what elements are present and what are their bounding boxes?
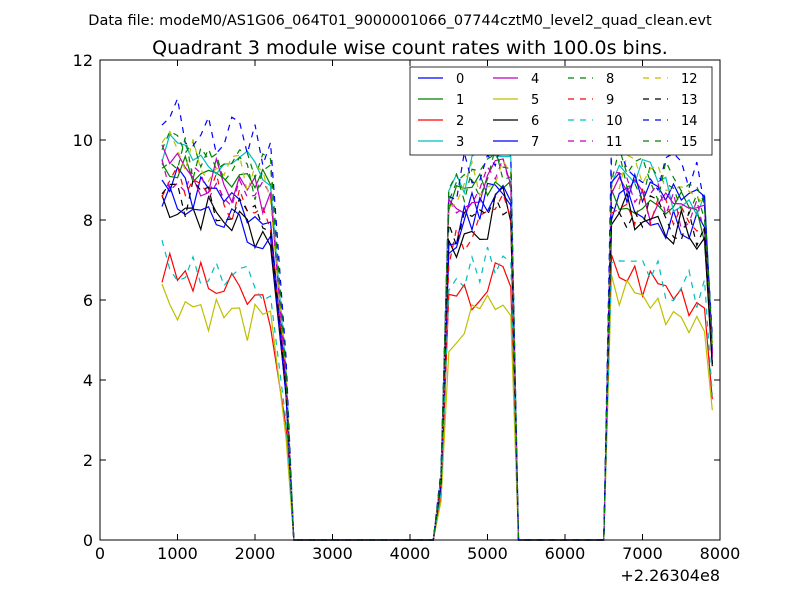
legend-label-1: 1 [456, 93, 464, 108]
x-tick-label: 7000 [622, 544, 663, 563]
legend-label-11: 11 [606, 135, 623, 150]
y-tick-label: 2 [83, 451, 93, 470]
x-tick-label: 6000 [545, 544, 586, 563]
series-line-13 [161, 179, 713, 541]
legend-label-12: 12 [681, 72, 698, 87]
legend-label-8: 8 [606, 72, 614, 87]
x-offset-label: +2.26304e8 [620, 566, 720, 585]
series-line-9 [161, 164, 713, 541]
series-layer [161, 96, 713, 541]
chart-title: Quadrant 3 module wise count rates with … [152, 37, 668, 59]
x-tick-label: 8000 [700, 544, 741, 563]
series-line-0 [161, 165, 713, 541]
legend-label-14: 14 [681, 114, 698, 129]
legend-label-6: 6 [531, 114, 539, 129]
x-tick-label: 5000 [467, 544, 508, 563]
legend-label-13: 13 [681, 93, 698, 108]
y-tick-label: 0 [83, 531, 93, 550]
y-tick-label: 6 [83, 291, 93, 310]
series-line-11 [161, 156, 713, 541]
legend-label-7: 7 [531, 135, 539, 150]
ticks-layer: 0 1000 2000 3000 4000 5000 6000 7000 80000246810… [73, 51, 741, 563]
series-line-15 [161, 137, 713, 541]
series-line-10 [161, 240, 713, 541]
x-tick-label: 3000 [312, 544, 353, 563]
series-line-5 [161, 275, 713, 541]
legend-label-0: 0 [456, 72, 464, 87]
x-tick-label: 2000 [235, 544, 276, 563]
legend-label-10: 10 [606, 114, 623, 129]
x-tick-label: 4000 [390, 544, 431, 563]
series-line-4 [161, 144, 713, 541]
series-line-6 [161, 186, 713, 541]
series-line-2 [161, 251, 713, 541]
y-tick-label: 8 [83, 211, 93, 230]
legend-label-15: 15 [681, 135, 698, 150]
series-line-14 [161, 96, 713, 541]
legend-label-3: 3 [456, 135, 464, 150]
series-line-7 [161, 171, 713, 541]
legend-label-2: 2 [456, 114, 464, 129]
suptitle: Data file: modeM0/AS1G06_064T01_90000010… [88, 13, 712, 29]
x-tick-label: 0 [95, 544, 105, 563]
legend-label-5: 5 [531, 93, 539, 108]
x-tick-label: 1000 [157, 544, 198, 563]
y-tick-label: 4 [83, 371, 93, 390]
legend-frame [409, 66, 713, 156]
legend-label-9: 9 [606, 93, 614, 108]
legend-label-4: 4 [531, 72, 539, 87]
y-tick-label: 12 [73, 51, 93, 70]
y-tick-label: 10 [73, 131, 93, 150]
series-line-12 [161, 130, 713, 541]
